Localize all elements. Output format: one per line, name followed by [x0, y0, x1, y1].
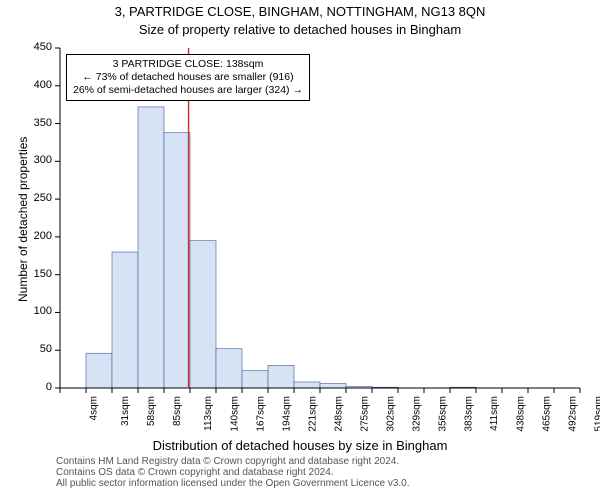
x-tick-label: 275sqm	[360, 396, 371, 432]
x-axis-label: Distribution of detached houses by size …	[0, 438, 600, 453]
x-tick-label: 329sqm	[412, 396, 423, 432]
histogram-bar	[164, 133, 190, 388]
y-tick-label: 150	[20, 268, 52, 280]
x-tick-label: 113sqm	[203, 396, 214, 431]
y-tick-label: 250	[20, 192, 52, 204]
annotation-line2: ← 73% of detached houses are smaller (91…	[73, 71, 303, 84]
x-tick-label: 248sqm	[334, 396, 345, 432]
x-tick-label: 4sqm	[88, 396, 99, 420]
histogram-bar	[138, 107, 164, 388]
x-tick-label: 194sqm	[282, 396, 293, 432]
y-tick-label: 0	[20, 381, 52, 393]
x-tick-label: 221sqm	[308, 396, 319, 432]
x-tick-label: 356sqm	[438, 396, 449, 432]
histogram-bar	[86, 353, 112, 388]
y-tick-label: 350	[20, 117, 52, 129]
y-tick-label: 200	[20, 230, 52, 242]
x-tick-label: 167sqm	[256, 396, 267, 432]
annotation-line3: 26% of semi-detached houses are larger (…	[73, 84, 303, 97]
attribution-text: Contains HM Land Registry data © Crown c…	[56, 456, 410, 489]
x-tick-label: 383sqm	[464, 396, 475, 432]
y-tick-label: 100	[20, 305, 52, 317]
chart-subtitle: Size of property relative to detached ho…	[0, 22, 600, 37]
histogram-bar	[320, 383, 346, 388]
histogram-bar	[268, 365, 294, 388]
annotation-line1: 3 PARTRIDGE CLOSE: 138sqm	[73, 58, 303, 71]
histogram-bar	[242, 371, 268, 388]
y-tick-label: 50	[20, 343, 52, 355]
y-tick-label: 450	[20, 41, 52, 53]
x-tick-label: 31sqm	[120, 396, 131, 426]
y-tick-label: 300	[20, 154, 52, 166]
chart-title: 3, PARTRIDGE CLOSE, BINGHAM, NOTTINGHAM,…	[0, 4, 600, 19]
x-tick-label: 302sqm	[386, 396, 397, 432]
x-tick-label: 85sqm	[172, 396, 183, 426]
histogram-bar	[294, 382, 320, 388]
x-tick-label: 58sqm	[146, 396, 157, 426]
x-tick-label: 140sqm	[230, 396, 241, 432]
histogram-bar	[216, 349, 242, 388]
histogram-bar	[112, 252, 138, 388]
y-tick-label: 400	[20, 79, 52, 91]
x-tick-label: 465sqm	[542, 396, 553, 432]
x-tick-label: 438sqm	[516, 396, 527, 432]
annotation-box: 3 PARTRIDGE CLOSE: 138sqm ← 73% of detac…	[66, 54, 310, 101]
x-tick-label: 519sqm	[594, 396, 600, 432]
x-tick-label: 492sqm	[568, 396, 579, 432]
histogram-bar	[190, 241, 216, 388]
x-tick-label: 411sqm	[489, 396, 500, 431]
